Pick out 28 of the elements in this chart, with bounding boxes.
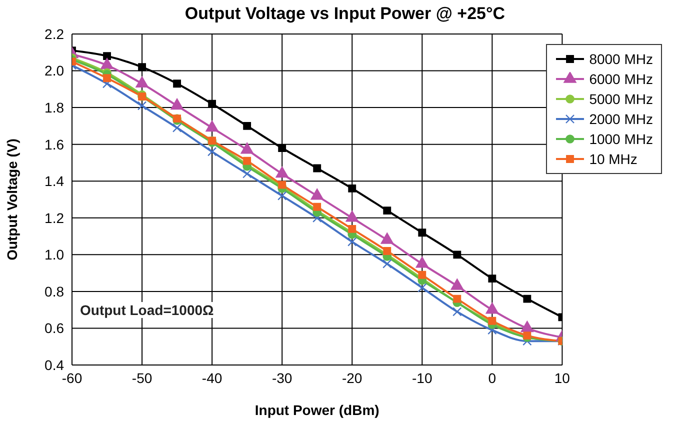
y-tick-label: 1.4 [44, 173, 64, 190]
y-tick-label: 1.0 [44, 246, 64, 263]
legend-label: 8000 MHz [589, 50, 653, 69]
x-tick-label: 10 [554, 370, 570, 386]
x-tick-label: -10 [412, 370, 432, 386]
legend-label: 5000 MHz [589, 90, 653, 109]
chart-title: Output Voltage vs Input Power @ +25°C [184, 4, 506, 24]
y-tick-label: 2.2 [44, 26, 64, 42]
x-tick-label: 0 [488, 370, 496, 386]
legend-label: 2000 MHz [589, 110, 653, 129]
x-tick-label: -40 [202, 370, 222, 386]
y-tick-label: 1.6 [44, 136, 64, 152]
y-tick-label: 0.6 [44, 320, 64, 336]
y-tick-label: 0.8 [44, 283, 64, 300]
legend-label: 1000 MHz [589, 130, 653, 149]
x-tick-label: -20 [342, 370, 362, 386]
y-tick-label: 1.2 [44, 210, 64, 226]
x-tick-label: -50 [132, 370, 152, 386]
y-tick-label: 1.8 [44, 100, 64, 116]
x-axis-title: Input Power (dBm) [254, 402, 380, 418]
y-axis-title: Output Voltage (V) [4, 138, 20, 260]
y-tick-label: 2.0 [44, 62, 64, 79]
x-tick-label: -30 [272, 370, 292, 386]
annotation: Output Load=1000Ω [80, 302, 214, 318]
legend-label: 10 MHz [589, 150, 638, 169]
legend-label: 6000 MHz [589, 70, 653, 89]
y-tick-label: 0.4 [44, 356, 64, 373]
x-tick-label: -60 [62, 370, 82, 386]
